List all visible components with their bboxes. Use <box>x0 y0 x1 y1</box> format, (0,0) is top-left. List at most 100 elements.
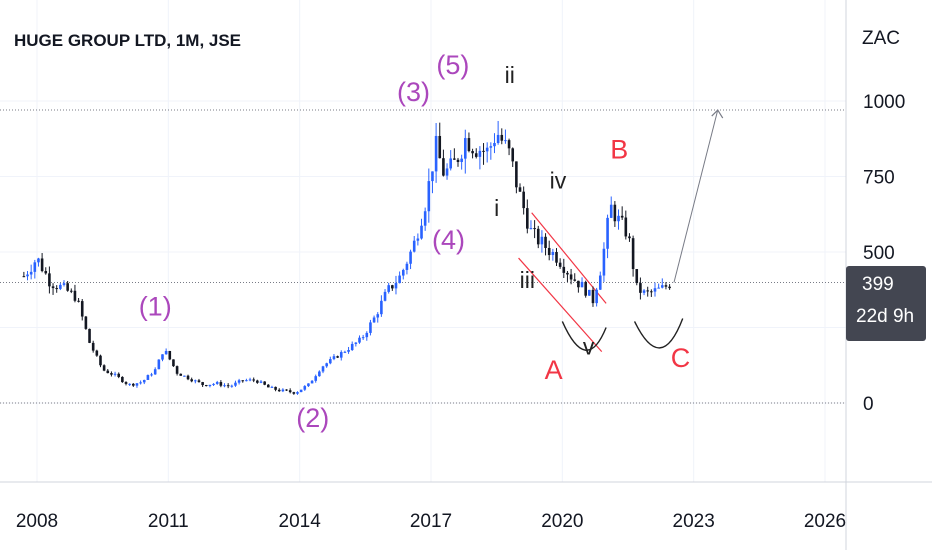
wave-channel <box>518 212 607 353</box>
candle-body <box>153 369 157 375</box>
candle-body <box>139 382 142 384</box>
candle-body <box>526 208 529 229</box>
current-price-value: 399 <box>862 274 894 295</box>
candle-body <box>442 158 445 176</box>
candle-body <box>606 217 609 249</box>
time-tick-label: 2011 <box>148 511 189 532</box>
candle-body <box>573 279 577 281</box>
candle-body <box>463 138 467 159</box>
candle-body <box>547 247 551 256</box>
candle-body <box>427 181 431 212</box>
wave-label-black: i <box>494 195 499 221</box>
candle-body <box>40 258 44 272</box>
candle-body <box>365 332 369 338</box>
candle-body <box>620 215 624 218</box>
candle-body <box>653 288 657 292</box>
candle-body <box>438 135 442 159</box>
candle-body <box>29 271 33 275</box>
candlesticks <box>22 120 671 395</box>
candle-body <box>142 379 146 383</box>
candle-body <box>285 389 288 391</box>
candle-body <box>22 276 26 278</box>
time-tick-label: 2017 <box>410 511 452 532</box>
candle-body <box>598 275 602 290</box>
candle-body <box>212 383 215 385</box>
candle-body <box>577 280 580 288</box>
candle-body <box>146 375 150 380</box>
candle-body <box>496 134 500 144</box>
candle-body <box>223 385 226 387</box>
price-axis[interactable]: 02505007501000 <box>863 92 905 415</box>
wave-label-purple: (3) <box>397 77 430 107</box>
candle-body <box>376 314 380 318</box>
candle-body <box>529 228 533 230</box>
channel-upper-line <box>531 212 607 304</box>
candle-body <box>642 290 646 293</box>
candle-body <box>584 281 587 296</box>
candle-body <box>449 158 452 169</box>
candle-body <box>485 147 489 152</box>
candle-body <box>361 337 365 339</box>
chart-title: HUGE GROUP LTD, 1M, JSE <box>14 31 241 50</box>
candle-body <box>339 352 343 358</box>
candle-body <box>245 380 248 382</box>
time-axis[interactable]: 2008 2011 2014 2017 2020 2023 2026 <box>16 511 846 532</box>
candle-body <box>380 300 383 315</box>
candle-body <box>336 356 339 358</box>
candle-body <box>471 151 474 154</box>
time-tick-label: 2008 <box>16 511 58 532</box>
price-tick-label: 500 <box>863 243 895 264</box>
candle-body <box>241 380 245 382</box>
candle-body <box>263 381 266 385</box>
candle-body <box>84 316 88 329</box>
candle-body <box>504 140 507 142</box>
candle-body <box>310 380 314 384</box>
candle-body <box>489 146 493 148</box>
candle-body <box>420 225 423 239</box>
candle-body <box>318 371 321 377</box>
candle-body <box>91 342 95 351</box>
candle-body <box>515 161 518 188</box>
wave-label-purple: (5) <box>436 50 469 80</box>
candle-body <box>431 171 434 182</box>
candle-body <box>595 289 598 304</box>
candle-body <box>164 351 168 355</box>
channel-lower-line <box>518 257 603 353</box>
wave-label-purple: (4) <box>432 225 465 255</box>
candle-body <box>511 148 515 162</box>
candle-body <box>412 240 416 252</box>
candle-body <box>303 386 307 390</box>
candle-body <box>197 380 201 383</box>
candle-body <box>354 342 358 344</box>
candle-body <box>617 215 620 222</box>
candle-body <box>372 317 376 323</box>
candle-body <box>121 376 124 383</box>
candle-body <box>48 273 51 287</box>
candle-body <box>664 285 668 287</box>
candle-body <box>292 392 296 394</box>
candle-body <box>270 386 274 388</box>
candle-body <box>157 359 161 370</box>
wave-label-black: v <box>583 334 595 360</box>
candle-body <box>500 134 504 141</box>
candle-body <box>128 383 131 385</box>
candle-body <box>558 262 562 267</box>
candle-body <box>266 384 270 388</box>
candle-body <box>150 374 153 376</box>
candle-body <box>329 359 332 364</box>
candle-body <box>533 228 536 230</box>
wave-label-red: A <box>545 355 563 385</box>
candle-body <box>394 283 398 289</box>
candle-body <box>416 238 420 241</box>
candle-body <box>409 251 412 264</box>
candle-body <box>347 350 350 352</box>
candle-body <box>252 379 255 381</box>
candle-body <box>522 191 525 209</box>
candle-body <box>474 153 478 157</box>
candle-body <box>59 284 62 289</box>
bar-countdown: 22d 9h <box>856 306 915 327</box>
time-tick-label: 2026 <box>804 511 846 532</box>
candle-body <box>591 289 595 304</box>
